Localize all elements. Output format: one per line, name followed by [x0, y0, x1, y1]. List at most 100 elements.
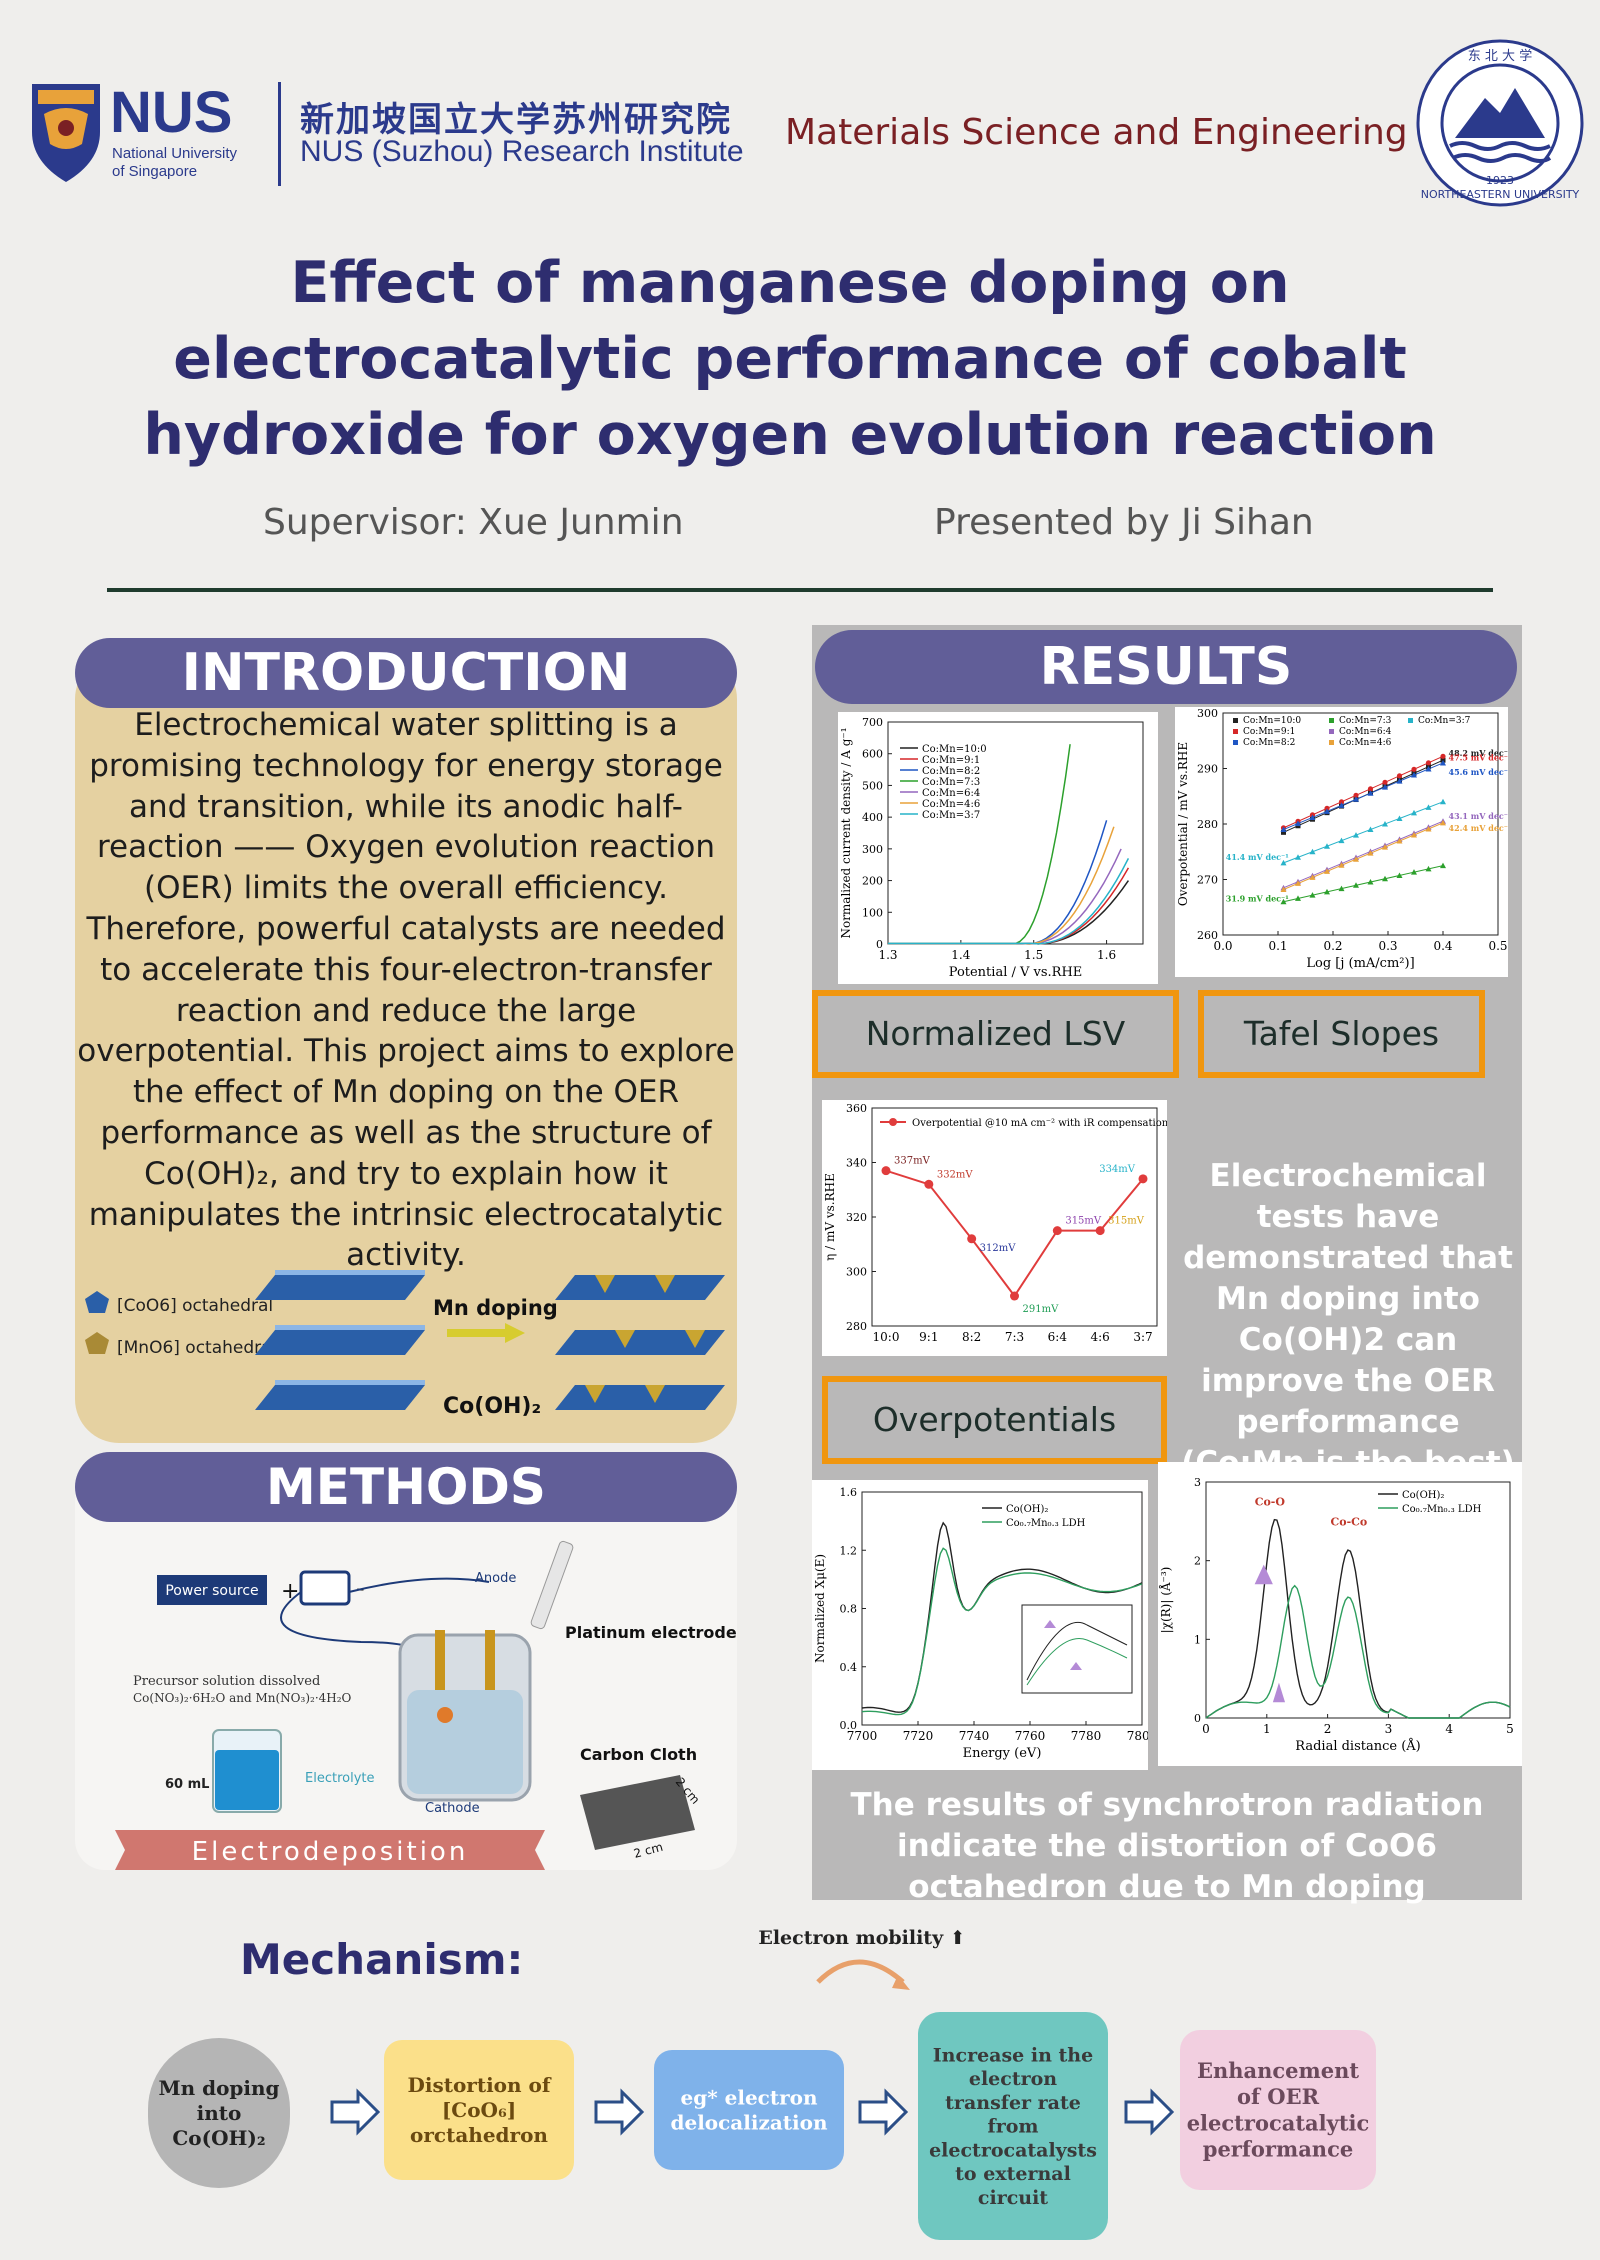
y-tick-label: 3 [1194, 1476, 1201, 1489]
tafel-fit-line [1283, 762, 1444, 831]
legend-label: Co:Mn=9:1 [1243, 727, 1295, 737]
legend-swatch [1233, 740, 1238, 745]
y-tick-label: 1.6 [840, 1486, 858, 1499]
exafs-chart: 0 1 2 3 4 5 0 1 2 3 Radial distance (Å) |χ(R)| (Å⁻³… [1158, 1462, 1522, 1766]
supervisor: Supervisor: Xue Junmin [263, 502, 684, 543]
tafel-point [1324, 888, 1330, 895]
x-tick-label: 1.5 [1024, 948, 1043, 962]
introduction-heading: INTRODUCTION [75, 638, 737, 708]
power-supply-icon [299, 1570, 351, 1606]
platinum-label: Platinum electrode [565, 1623, 737, 1642]
x-axis-label: Energy (eV) [963, 1746, 1042, 1761]
tafel-point [1295, 880, 1301, 886]
doping-arrow-icon [447, 1323, 525, 1343]
x-tick-label: 7:3 [1005, 1330, 1024, 1344]
data-label: 291mV [1023, 1304, 1060, 1315]
tafel-point [1324, 868, 1330, 874]
platinum-electrode-icon [530, 1540, 574, 1630]
tafel-point [1338, 799, 1345, 805]
inset-line [1026, 1638, 1128, 1686]
y-tick-label: 0.8 [840, 1603, 858, 1616]
precursor-line2: Co(NO₃)₂·6H₂O and Mn(NO₃)₂·4H₂O [133, 1691, 352, 1705]
mn-octahedron-icon [85, 1332, 109, 1354]
y-tick-label: 360 [846, 1102, 867, 1115]
x-tick-label: 9:1 [919, 1330, 938, 1344]
y-tick-label: 0.4 [840, 1661, 858, 1674]
legend-swatch [1329, 740, 1334, 745]
xanes-ldh-line [861, 1547, 1143, 1716]
tafel-point [1382, 779, 1388, 785]
x-tick-label: 5 [1506, 1722, 1514, 1736]
tafel-point [1367, 786, 1374, 792]
x-tick-label: 0.1 [1268, 939, 1287, 953]
marker-icon [1272, 1682, 1286, 1703]
legend-label: Co:Mn=10:0 [922, 744, 987, 755]
tafel-point [1367, 826, 1374, 833]
y-tick-label: 600 [862, 748, 883, 761]
neu-year: 1923 [1486, 174, 1514, 187]
lsv-caption: Normalized LSV curves [812, 990, 1179, 1129]
tafel-point [1338, 802, 1345, 808]
overpotential-caption: Overpotentials [822, 1376, 1167, 1464]
neu-logo: 东 北 大 学 NORTHEASTERN UNIVERSITY 1923 [1416, 39, 1584, 207]
y-tick-label: 700 [862, 716, 883, 729]
tafel-point [1425, 825, 1432, 832]
y-tick-label: 100 [862, 906, 883, 919]
mechanism-step-3-label: eg* electron delocalization [670, 2086, 827, 2135]
tafel-point [1440, 819, 1446, 826]
tafel-slope-label: 31.9 mV dec⁻¹ [1226, 894, 1289, 904]
tafel-caption: Tafel Slopes [1198, 990, 1485, 1078]
y-tick-label: 1.2 [840, 1544, 858, 1557]
legend-label: Co:Mn=9:1 [922, 755, 980, 766]
legend-swatch [1233, 729, 1238, 734]
peak-label: Co-Co [1331, 1515, 1368, 1528]
lsv-chart: 0 100 200 300 400 500 600 700 Potential / V vs.R… [838, 712, 1158, 984]
tafel-point [1295, 854, 1301, 860]
tafel-point [1396, 773, 1403, 779]
marker-icon [1254, 1564, 1273, 1585]
tafel-point [1440, 862, 1446, 869]
y-tick-label: 0.0 [840, 1719, 858, 1732]
flow-arrows [330, 2088, 1175, 2136]
tafel-point [1367, 879, 1374, 885]
data-label: 315mV [1065, 1216, 1102, 1227]
y-axis-label: Normalized Xμ(E) [813, 1554, 827, 1663]
x-tick-label: 0.3 [1378, 939, 1397, 953]
tafel-point [1324, 808, 1330, 814]
presenter: Presented by Ji Sihan [934, 502, 1314, 543]
y-axis-label: |χ(R)| (Å⁻³) [1158, 1567, 1173, 1634]
x-tick-label: 1 [1263, 1722, 1271, 1736]
x-tick-label: 4 [1445, 1722, 1453, 1736]
mechanism-step-4-label: Increase in the electron transfer rate from… [929, 2044, 1097, 2208]
y-tick-label: 280 [846, 1320, 867, 1333]
mn-doping-label: Mn doping [433, 1296, 558, 1320]
material-label: Co(OH)₂ [443, 1394, 541, 1419]
nus-sub2: of Singapore [112, 163, 197, 180]
tafel-point [1425, 760, 1432, 766]
power-source-box [157, 1575, 267, 1605]
x-axis-label: Log [j (mA/cm²)] [1306, 956, 1414, 971]
tafel-slope-label: 42.4 mV dec⁻¹ [1449, 823, 1509, 833]
overpotential-point [967, 1234, 977, 1244]
data-label: 315mV [1108, 1216, 1145, 1227]
legend-label: Co:Mn=8:2 [922, 766, 980, 777]
legend-label: Co:Mn=4:6 [1339, 738, 1392, 748]
tafel-chart: 0.0 0.1 0.2 0.3 0.4 0.5 260 270 280 290 300 Log [j … [1175, 707, 1508, 977]
electron-mobility-label: Electron mobility ⬆ [758, 1927, 965, 1949]
legend-label: Co(OH)₂ [1402, 1490, 1444, 1501]
legend-swatch [1233, 718, 1238, 723]
mobility-arrow-icon [816, 1959, 905, 1984]
tafel-point [1440, 798, 1446, 805]
legend-marker [889, 1118, 897, 1126]
legend-label: Co:Mn=3:7 [1418, 716, 1471, 726]
tafel-point [1411, 809, 1417, 816]
y-tick-label: 400 [862, 811, 883, 824]
overpotential-point [924, 1179, 934, 1189]
tafel-point [1295, 820, 1301, 826]
y-axis-label: Overpotential / mV vs.RHE [1176, 742, 1190, 906]
synchrotron-note: The results of synchrotron radiation ind… [850, 1787, 1484, 1905]
neu-ring-text: NORTHEASTERN UNIVERSITY [1421, 188, 1580, 201]
y-tick-label: 300 [862, 843, 883, 856]
